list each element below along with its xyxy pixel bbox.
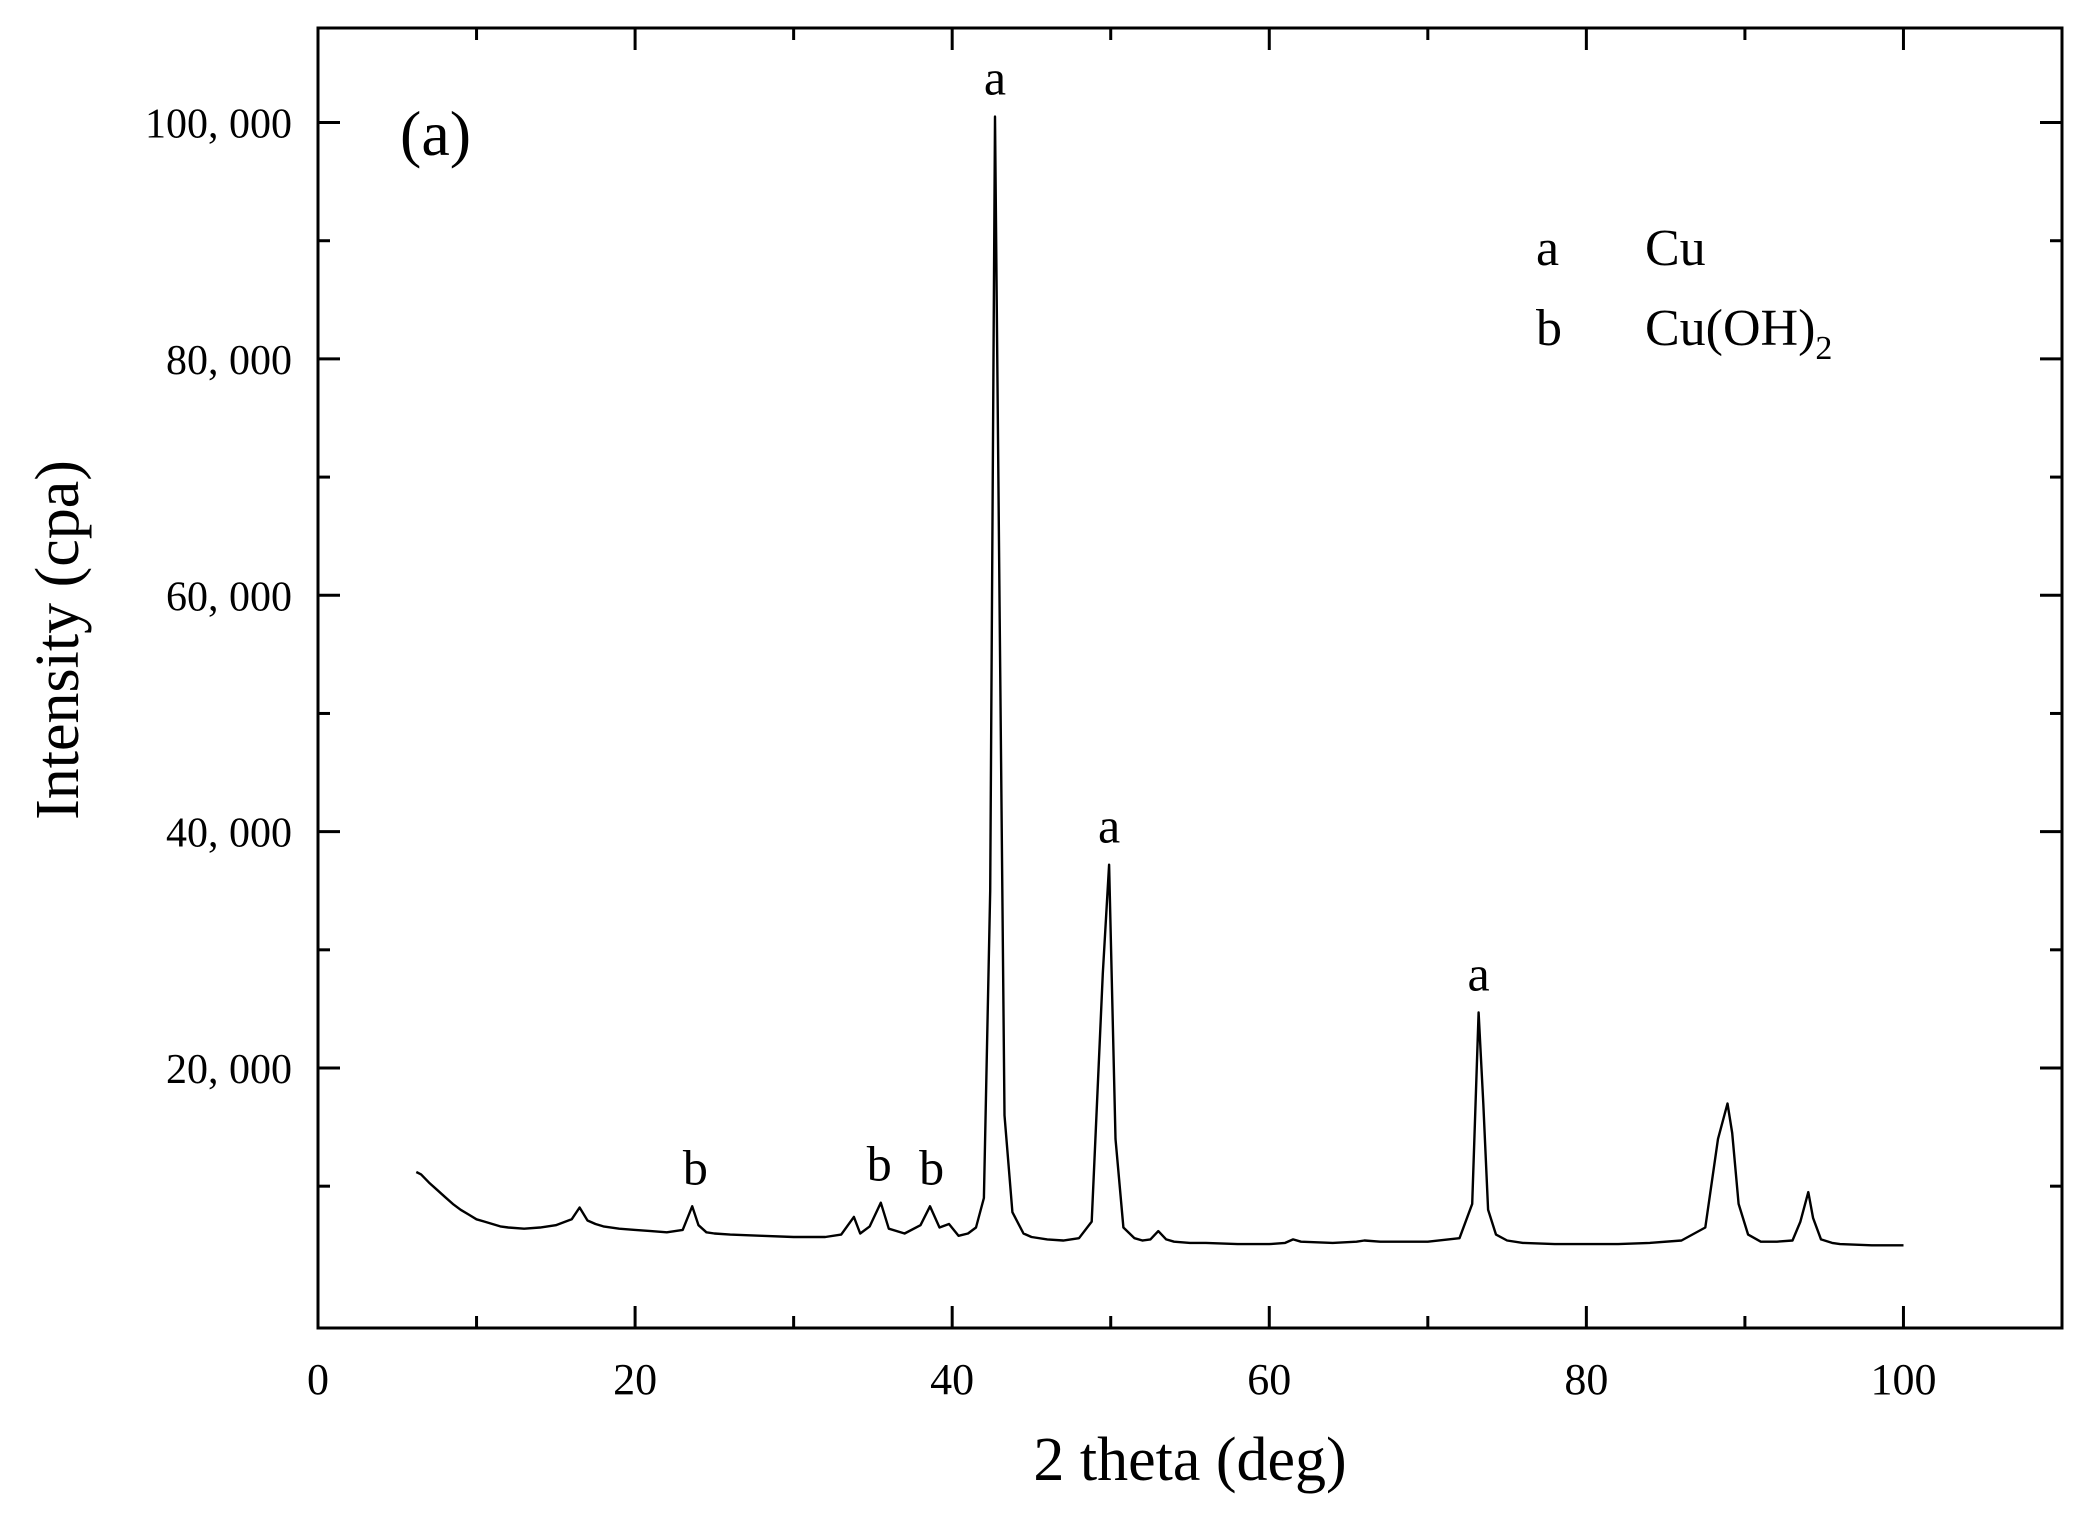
y-axis-title: Intensity (cpa) — [24, 460, 92, 820]
legend-phase-cuoh2-subscript: 2 — [1815, 330, 1832, 367]
x-tick-label: 60 — [1247, 1355, 1291, 1404]
x-tick-label: 20 — [613, 1355, 657, 1404]
peak-label-b: b — [683, 1139, 708, 1195]
peak-label-b: b — [919, 1139, 944, 1195]
legend-phase-cu: Cu — [1645, 220, 1706, 277]
plot-frame — [316, 26, 2064, 1330]
y-tick-label: 20, 000 — [166, 1047, 292, 1093]
xrd-pattern-line — [415, 115, 1904, 1247]
x-tick-label: 100 — [1870, 1355, 1936, 1404]
x-tick-label: 40 — [930, 1355, 974, 1404]
y-tick-label: 100, 000 — [145, 102, 292, 148]
legend-key-b: b — [1536, 300, 1562, 357]
peak-label-a: a — [984, 50, 1006, 106]
legend-key-a: a — [1536, 220, 1559, 277]
legend: a Cu b Cu(OH)2 — [1536, 220, 1832, 367]
panel-label: (a) — [400, 98, 471, 169]
legend-phase-cuoh2: Cu(OH)2 — [1645, 300, 1832, 367]
peak-label-b: b — [867, 1136, 892, 1192]
y-tick-label: 80, 000 — [166, 338, 292, 384]
x-tick-label: 80 — [1564, 1355, 1608, 1404]
axis-ticks — [316, 28, 2064, 1328]
peak-label-a: a — [1098, 798, 1120, 854]
y-tick-label: 60, 000 — [166, 574, 292, 620]
legend-phase-cuoh2-text: Cu(OH) — [1645, 300, 1815, 357]
x-axis-title: 2 theta (deg) — [1033, 1426, 1346, 1494]
x-tick-label: 0 — [307, 1355, 329, 1404]
y-tick-label: 40, 000 — [166, 811, 292, 857]
axis-tick-labels: 0 20 40 60 80 100 20, 000 40, 000 60, 000 80, 000… — [145, 102, 1936, 1404]
peak-label-a: a — [1467, 945, 1489, 1001]
